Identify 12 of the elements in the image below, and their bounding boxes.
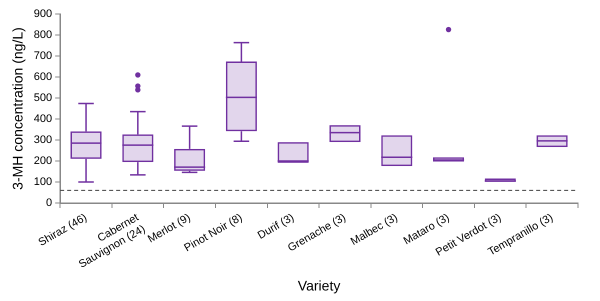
y-axis-title: 3-MH concentration (ng/L): [9, 27, 26, 190]
y-tick-label: 200: [34, 155, 52, 168]
y-tick-label: 0: [46, 197, 52, 210]
x-axis-title: Variety: [298, 277, 340, 294]
y-tick-label: 100: [34, 176, 52, 188]
y-tick-label: 500: [34, 92, 52, 104]
y-tick-label: 900: [34, 8, 52, 20]
y-tick-label: 400: [34, 113, 52, 126]
y-tick-label: 700: [34, 50, 52, 62]
y-tick-label: 800: [34, 29, 52, 42]
y-tick-label: 300: [34, 134, 52, 146]
y-tick-label: 600: [34, 71, 52, 84]
